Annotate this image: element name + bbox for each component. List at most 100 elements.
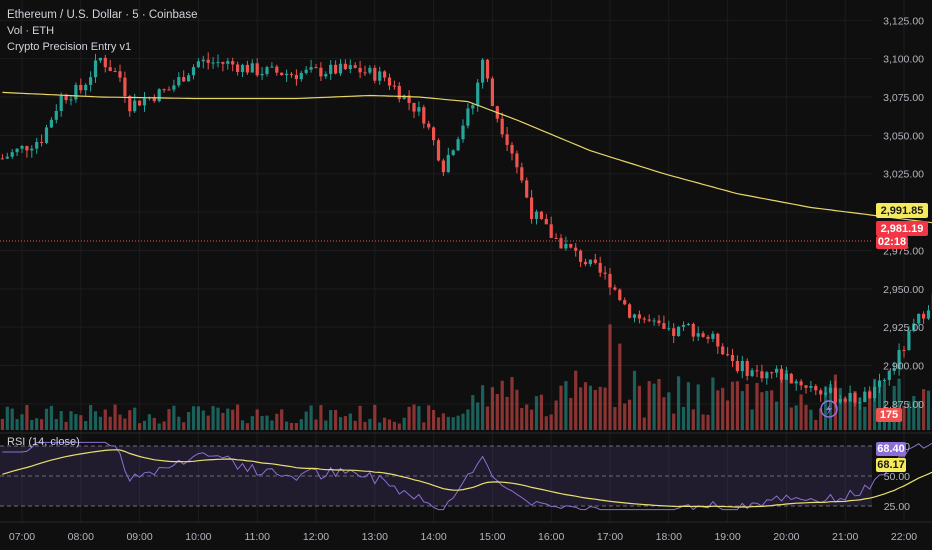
time-tick-label: 10:00 [185, 531, 211, 543]
candle-body [407, 95, 411, 103]
candle-body [270, 66, 274, 68]
candle-body [25, 146, 29, 151]
candle-body [530, 197, 534, 219]
price-tick-label: 3,050.00 [883, 130, 924, 142]
candle-body [123, 77, 127, 97]
candle-body [324, 74, 328, 77]
volume-bar [270, 420, 274, 430]
volume-bar [574, 370, 578, 430]
volume-bar [314, 419, 318, 430]
candle-body [554, 237, 558, 239]
candle-body [804, 385, 808, 388]
volume-bar [211, 406, 215, 430]
volume-bar [245, 423, 249, 430]
volume-bar [510, 377, 514, 430]
volume-bar [54, 419, 58, 430]
volume-bar [868, 390, 872, 430]
volume-bar [882, 381, 886, 430]
candle-body [285, 73, 289, 76]
volume-bar [10, 408, 14, 430]
rsi-series [2, 441, 932, 511]
candle-body [44, 127, 49, 143]
candle-body [735, 360, 739, 372]
candle-body [216, 62, 220, 64]
volume-bar [534, 396, 539, 430]
candle-body [775, 368, 779, 373]
price-tick-label: 3,075.00 [883, 92, 924, 104]
candle-body [814, 386, 818, 391]
candle-body [59, 95, 63, 111]
volume-bar [123, 418, 127, 430]
candle-body [348, 65, 352, 70]
chart-title[interactable]: Ethereum / U.S. Dollar · 5 · Coinbase [7, 9, 198, 21]
candle-body [304, 69, 308, 73]
volume-bar [108, 416, 112, 430]
volume-bar [667, 392, 671, 430]
candle-body [770, 372, 774, 374]
time-tick-label: 15:00 [479, 531, 505, 543]
candle-body [108, 67, 112, 72]
candle-body [343, 63, 347, 70]
candle-body [711, 333, 715, 339]
candle-body [926, 310, 931, 319]
volume-bar [412, 404, 416, 430]
candle-body [858, 402, 862, 404]
volume-bar [922, 389, 926, 430]
volume-bar [30, 419, 34, 430]
volume-bar [804, 404, 808, 430]
candle-body [211, 62, 215, 64]
volume-bar [250, 416, 254, 430]
rsi-legend[interactable]: RSI (14, close) [7, 436, 80, 448]
volume-bar [583, 382, 588, 430]
candle-body [912, 323, 916, 331]
rsi-tick-label: 50.00 [884, 471, 910, 483]
price-tick-label: 3,125.00 [883, 15, 924, 27]
candle-body [892, 368, 896, 371]
volume-bar [260, 416, 264, 430]
candle-body [446, 154, 450, 173]
candle-body [505, 134, 509, 145]
volume-bar [495, 393, 499, 430]
candle-body [579, 250, 583, 262]
candle-body [721, 346, 725, 355]
candle-body [378, 71, 382, 81]
volume-bar [407, 406, 411, 430]
candle-body [681, 324, 686, 327]
candle-body [608, 273, 612, 288]
candle-body [750, 370, 754, 376]
countdown-badge: 02:18 [878, 236, 906, 248]
volume-bar [863, 406, 867, 430]
candle-body [231, 61, 235, 65]
candle-body [897, 349, 901, 369]
volume-bar [59, 411, 63, 430]
candle-body [353, 65, 357, 68]
last-price-badge-bg [876, 221, 928, 236]
candle-body [593, 259, 597, 263]
candle-body [789, 373, 793, 384]
candle-body [853, 392, 857, 403]
candle-body [432, 127, 436, 141]
volume-bar [628, 399, 632, 430]
volume-bar [324, 420, 328, 430]
volume-bar [417, 406, 421, 430]
candle-body [755, 370, 759, 372]
volume-bar [182, 422, 186, 430]
volume-bar [745, 383, 749, 430]
countdown-badge-bg [876, 236, 908, 249]
volume-bar [363, 421, 367, 430]
rsi-value-badge: 68.40 [877, 443, 905, 455]
candle-body [236, 64, 240, 72]
volume-legend[interactable]: Vol · ETH [7, 25, 55, 37]
volume-bar [691, 409, 695, 430]
volume-bar [84, 421, 88, 430]
volume-bar [177, 416, 181, 430]
volume-bar [93, 411, 98, 430]
time-tick-label: 09:00 [126, 531, 152, 543]
volume-bar [397, 423, 401, 430]
indicator-legend[interactable]: Crypto Precision Entry v1 [7, 41, 132, 53]
volume-bar [672, 413, 676, 430]
candle-body [329, 64, 333, 75]
volume-bar [309, 405, 313, 430]
rsi-ma-badge: 68.17 [877, 459, 905, 471]
